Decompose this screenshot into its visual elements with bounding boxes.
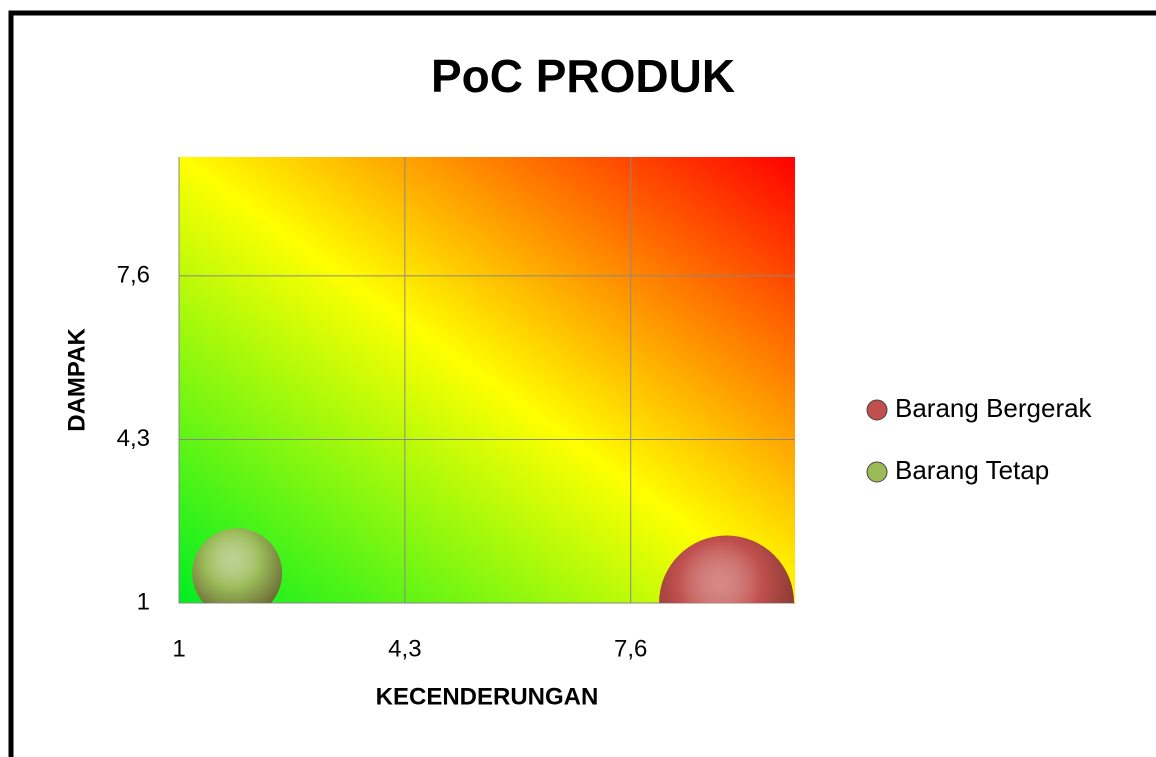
y-axis-label: DAMPAK xyxy=(63,328,90,432)
legend-marker xyxy=(866,399,888,421)
x-tick-label: 4,3 xyxy=(388,635,421,662)
x-tick-label: 7,6 xyxy=(614,635,647,662)
x-axis-label: KECENDERUNGAN xyxy=(376,683,599,710)
y-tick-label: 4,3 xyxy=(117,425,150,452)
chart-title: PoC PRODUK xyxy=(431,50,735,102)
bubble-shade xyxy=(659,535,794,603)
x-tick-label: 1 xyxy=(172,635,185,662)
legend-marker xyxy=(866,461,888,483)
y-tick-label: 7,6 xyxy=(117,261,150,288)
grid xyxy=(178,157,795,604)
bubble-shade xyxy=(192,528,283,603)
legend-label: Barang Tetap xyxy=(895,455,1049,485)
chart-frame xyxy=(8,10,1156,757)
bubbles xyxy=(192,528,794,603)
y-tick-label: 1 xyxy=(137,588,150,615)
legend-label: Barang Bergerak xyxy=(895,393,1093,423)
plot-area xyxy=(179,157,795,603)
